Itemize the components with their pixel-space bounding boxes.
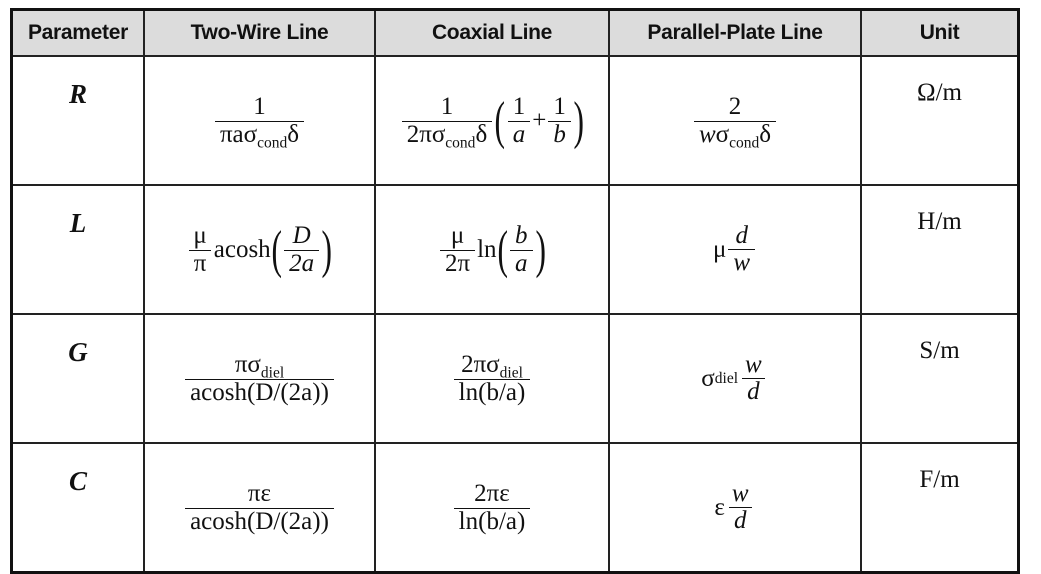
unit-cell: Ω/m — [860, 55, 1020, 186]
unit-cell: F/m — [860, 442, 1020, 574]
formula-g-two-wire: πσdiel acosh(D/(2a)) — [143, 313, 376, 444]
header-two-wire-line: Two-Wire Line — [143, 8, 376, 57]
unit-cell: H/m — [860, 184, 1020, 315]
unit-cell: S/m — [860, 313, 1020, 444]
parameter-symbol: G — [10, 313, 145, 444]
transmission-line-parameters-table: Parameter Two-Wire Line Coaxial Line Par… — [10, 8, 1020, 574]
header-coaxial-line: Coaxial Line — [374, 8, 610, 57]
formula-r-parallel-plate: 2 wσcondδ — [608, 55, 862, 186]
formula-r-two-wire: 1 πaσcondδ — [143, 55, 376, 186]
formula-c-coaxial: 2πε ln(b/a) — [374, 442, 610, 574]
header-parameter: Parameter — [10, 8, 145, 57]
parameter-symbol: C — [10, 442, 145, 574]
table-row-c: C πε acosh(D/(2a)) 2πε ln(b/a) — [10, 442, 1020, 574]
formula-g-coaxial: 2πσdiel ln(b/a) — [374, 313, 610, 444]
formula-c-two-wire: πε acosh(D/(2a)) — [143, 442, 376, 574]
table-row-g: G πσdiel acosh(D/(2a)) 2πσdiel ln(b/a) — [10, 313, 1020, 444]
parameter-symbol: R — [10, 55, 145, 186]
header-row: Parameter Two-Wire Line Coaxial Line Par… — [10, 8, 1020, 57]
header-unit: Unit — [860, 8, 1020, 57]
header-parallel-plate-line: Parallel-Plate Line — [608, 8, 862, 57]
parameter-symbol: L — [10, 184, 145, 315]
